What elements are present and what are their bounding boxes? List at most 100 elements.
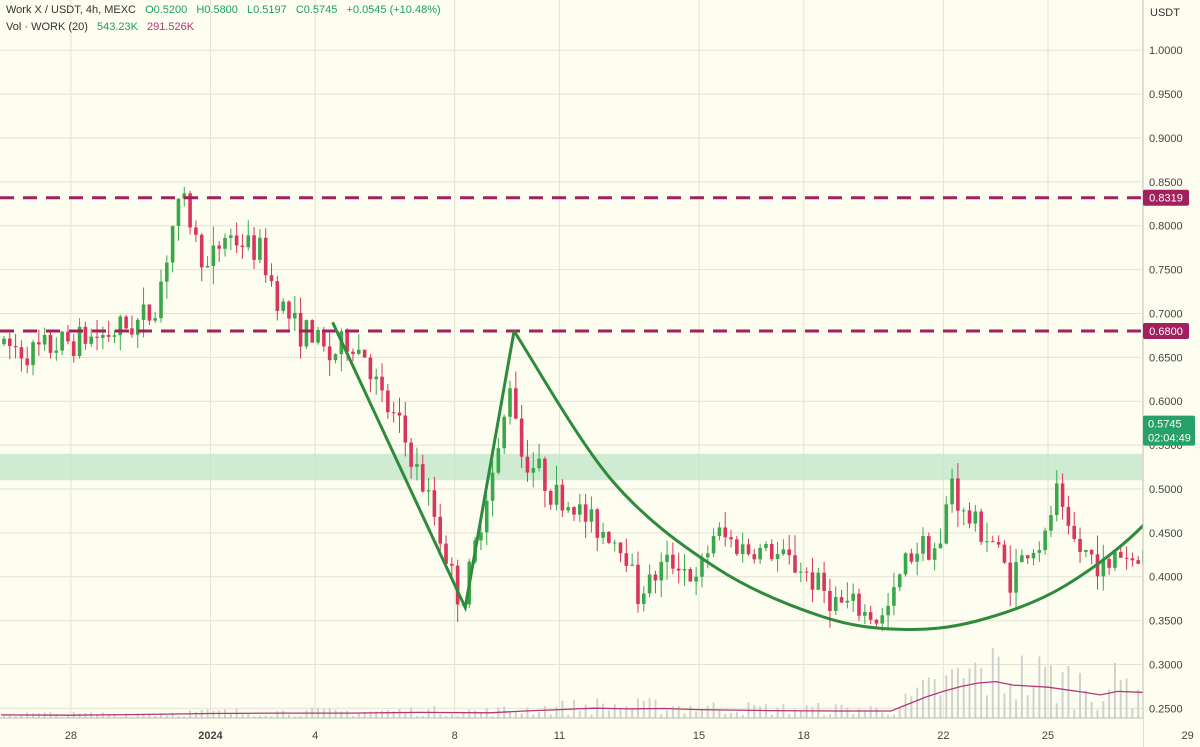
price-tick-label: 0.9000	[1149, 133, 1183, 145]
candle-body	[170, 225, 175, 263]
candle-body	[42, 334, 47, 345]
candle	[967, 502, 972, 529]
candle	[578, 493, 582, 523]
candle	[1089, 549, 1094, 565]
time-axis[interactable]: 28202448111518222529Feb	[0, 717, 1200, 747]
candle	[618, 542, 623, 563]
candle	[769, 539, 774, 562]
candle-body	[572, 507, 576, 515]
candle	[694, 566, 698, 596]
candle-body	[624, 553, 629, 566]
candle-body	[496, 448, 501, 473]
candle-body	[304, 320, 309, 347]
volume-bar	[1108, 689, 1111, 718]
candle	[48, 332, 53, 359]
volume-bar	[794, 709, 797, 718]
candle	[816, 567, 821, 591]
volume-bar	[509, 711, 512, 718]
candle-body	[961, 510, 966, 512]
candle-body	[531, 468, 536, 473]
candle-body	[967, 510, 972, 524]
candle-body	[124, 316, 128, 329]
volume-bar	[96, 714, 99, 718]
candle-body	[1066, 506, 1071, 526]
candle-body	[927, 536, 931, 560]
volume-bar	[526, 707, 529, 718]
candle-body	[886, 605, 890, 616]
volume-bar	[282, 710, 285, 718]
candle	[275, 275, 280, 321]
volume-bar	[78, 713, 81, 718]
candle	[717, 522, 722, 541]
volume-bar	[770, 714, 773, 718]
volume-bar	[258, 715, 261, 718]
volume-bar	[520, 713, 523, 718]
candle-body	[607, 531, 611, 543]
candle-body	[921, 536, 925, 554]
volume-bar	[881, 712, 884, 718]
volume-bar	[933, 679, 936, 718]
candle	[711, 528, 716, 558]
candle	[77, 318, 82, 359]
volume-bar	[916, 687, 919, 718]
candle	[641, 586, 646, 612]
volume-bar	[142, 713, 145, 718]
support-zone-layer	[0, 453, 1142, 481]
candle	[665, 540, 669, 580]
candle-body	[729, 537, 733, 540]
candle-body	[479, 532, 483, 541]
volume-bar	[375, 711, 378, 718]
volume-bar	[14, 716, 17, 718]
candle-body	[956, 478, 960, 511]
last-price-label: 0.5745	[1148, 419, 1182, 431]
volume-bar	[811, 706, 814, 718]
candle	[1049, 505, 1053, 537]
volume-bar	[276, 711, 279, 718]
candle-body	[793, 555, 797, 573]
volume-bar	[1015, 699, 1018, 718]
candle	[868, 605, 873, 625]
candle-body	[322, 329, 326, 347]
volume-bar	[1102, 701, 1105, 718]
candle	[1031, 548, 1036, 566]
candle	[438, 503, 443, 552]
volume-bar	[828, 714, 831, 718]
candle	[444, 535, 448, 568]
candle-body	[391, 412, 396, 414]
price-tick-label: 0.7500	[1149, 265, 1183, 277]
time-tick-label: 22	[937, 730, 949, 742]
volume-bar	[532, 714, 535, 718]
candle-body	[781, 549, 786, 555]
volume-bar	[351, 715, 354, 718]
candle	[502, 414, 506, 454]
candle	[956, 463, 960, 528]
volume-bar	[985, 695, 988, 718]
candle	[333, 353, 338, 364]
candle	[170, 225, 175, 273]
candle	[630, 553, 634, 567]
candle-body	[636, 564, 640, 604]
candle-body	[897, 574, 902, 588]
candle-body	[83, 326, 88, 344]
candle	[1060, 473, 1065, 520]
volume-bar	[1003, 693, 1006, 718]
volume-bar	[921, 680, 924, 718]
candle-body	[1008, 562, 1013, 593]
candle-body	[647, 574, 652, 594]
candle	[234, 222, 239, 253]
volume-bar	[439, 714, 442, 718]
candle	[194, 220, 198, 242]
candle-body	[351, 351, 355, 354]
price-axis[interactable]: USDT 1.0000 0.9500 0.9000 0.8500 0.8000 0.7500…	[1142, 0, 1200, 747]
candle-body	[7, 338, 12, 347]
volume-bar	[642, 700, 645, 718]
candle	[37, 329, 41, 356]
candle	[1037, 541, 1042, 562]
candle-body	[1054, 483, 1059, 516]
candle-body	[595, 509, 600, 538]
volume-bar	[1113, 662, 1116, 718]
volume-bar	[415, 716, 418, 718]
candle-body	[857, 593, 861, 616]
candle	[1130, 552, 1135, 567]
